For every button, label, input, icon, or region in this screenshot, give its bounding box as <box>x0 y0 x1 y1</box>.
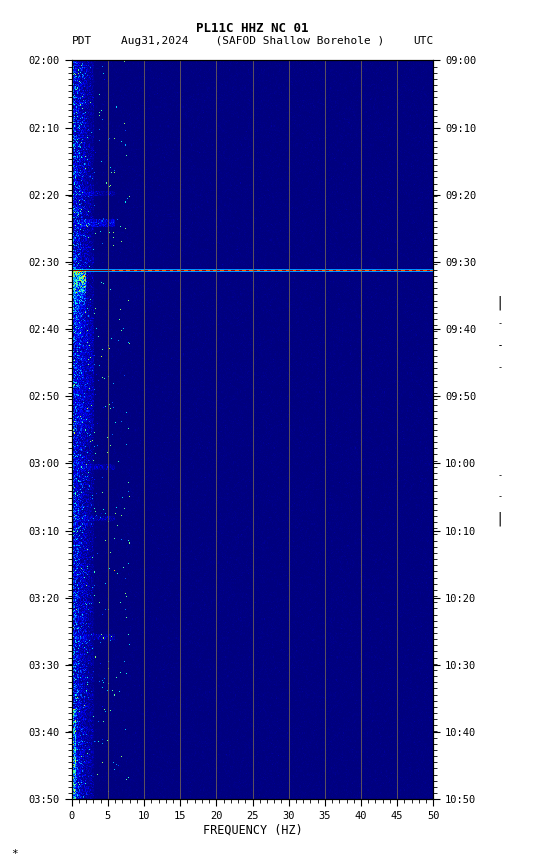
Text: PDT: PDT <box>72 36 92 47</box>
Text: Aug31,2024    (SAFOD Shallow Borehole ): Aug31,2024 (SAFOD Shallow Borehole ) <box>121 36 384 47</box>
Text: -: - <box>497 492 502 501</box>
Text: -: - <box>497 341 502 350</box>
Text: PL11C HHZ NC 01: PL11C HHZ NC 01 <box>197 22 309 35</box>
Text: -: - <box>497 341 502 350</box>
Text: |: | <box>495 511 504 525</box>
Text: *: * <box>11 849 18 859</box>
Text: -: - <box>497 471 502 480</box>
Text: -: - <box>497 363 502 372</box>
Text: UTC: UTC <box>413 36 433 47</box>
Text: |: | <box>495 295 504 309</box>
Text: -: - <box>497 320 502 328</box>
X-axis label: FREQUENCY (HZ): FREQUENCY (HZ) <box>203 823 302 836</box>
